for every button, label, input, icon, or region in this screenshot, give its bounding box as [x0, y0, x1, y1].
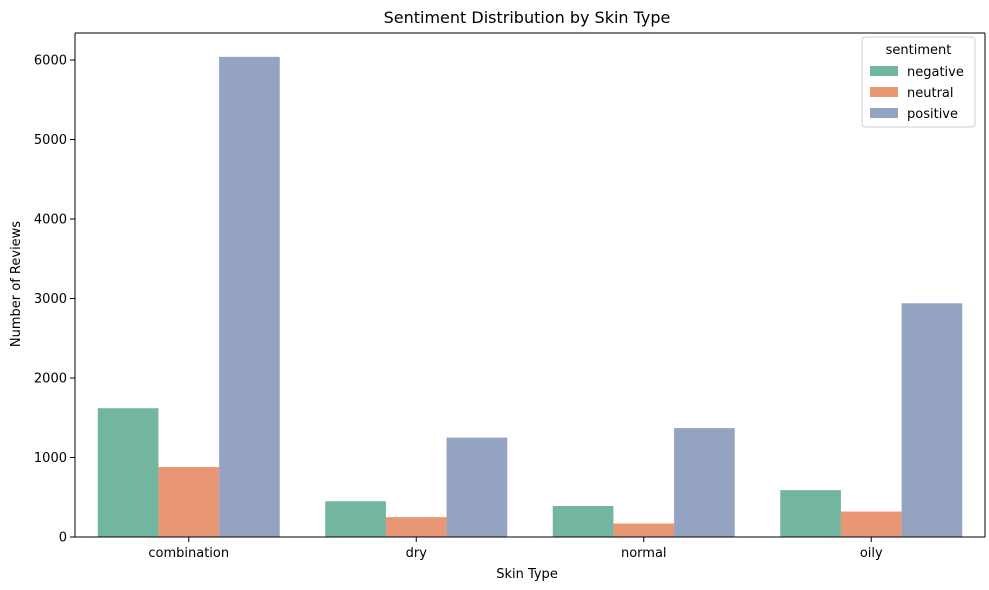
plot-area: [75, 32, 986, 537]
bar-positive-oily: [901, 303, 963, 537]
legend-swatch-positive: [870, 108, 898, 118]
bar-negative-combination: [97, 408, 159, 537]
y-tick-label: 2000: [34, 372, 67, 387]
chart-title: Sentiment Distribution by Skin Type: [384, 8, 671, 27]
bar-positive-combination: [219, 56, 280, 537]
y-tick-label: 6000: [34, 54, 67, 69]
y-axis-label: Number of Reviews: [9, 221, 24, 347]
legend-label-neutral: neutral: [907, 86, 954, 101]
bar-negative-dry: [325, 501, 386, 537]
legend: sentiment negative neutral positive: [861, 36, 976, 128]
y-tick-label: 0: [59, 531, 67, 546]
y-axis: 0 1000 2000 3000 4000 5000 6000: [34, 33, 76, 546]
bar-negative-oily: [780, 490, 841, 537]
bar-neutral-dry: [385, 517, 447, 537]
legend-label-negative: negative: [907, 65, 964, 80]
x-tick-label: normal: [621, 546, 667, 561]
y-tick-label: 5000: [34, 133, 67, 148]
bar-negative-normal: [552, 506, 614, 537]
y-tick-label: 3000: [34, 292, 67, 307]
legend-swatch-negative: [870, 66, 898, 76]
bar-neutral-normal: [613, 523, 675, 537]
bar-positive-dry: [446, 437, 508, 537]
bar-neutral-oily: [840, 511, 902, 537]
legend-swatch-neutral: [870, 87, 898, 97]
legend-title: sentiment: [886, 43, 952, 58]
bar-positive-normal: [674, 428, 735, 537]
legend-label-positive: positive: [907, 107, 958, 122]
legend-frame: [861, 36, 976, 128]
y-tick-label: 4000: [34, 213, 67, 228]
x-tick-label: oily: [860, 546, 883, 561]
x-axis: combination dry normal oily: [75, 536, 985, 561]
y-tick-label: 1000: [34, 451, 67, 466]
x-tick-label: dry: [406, 546, 428, 561]
x-axis-label: Skin Type: [496, 567, 558, 582]
bar-neutral-combination: [158, 467, 220, 537]
x-tick-label: combination: [148, 546, 229, 561]
